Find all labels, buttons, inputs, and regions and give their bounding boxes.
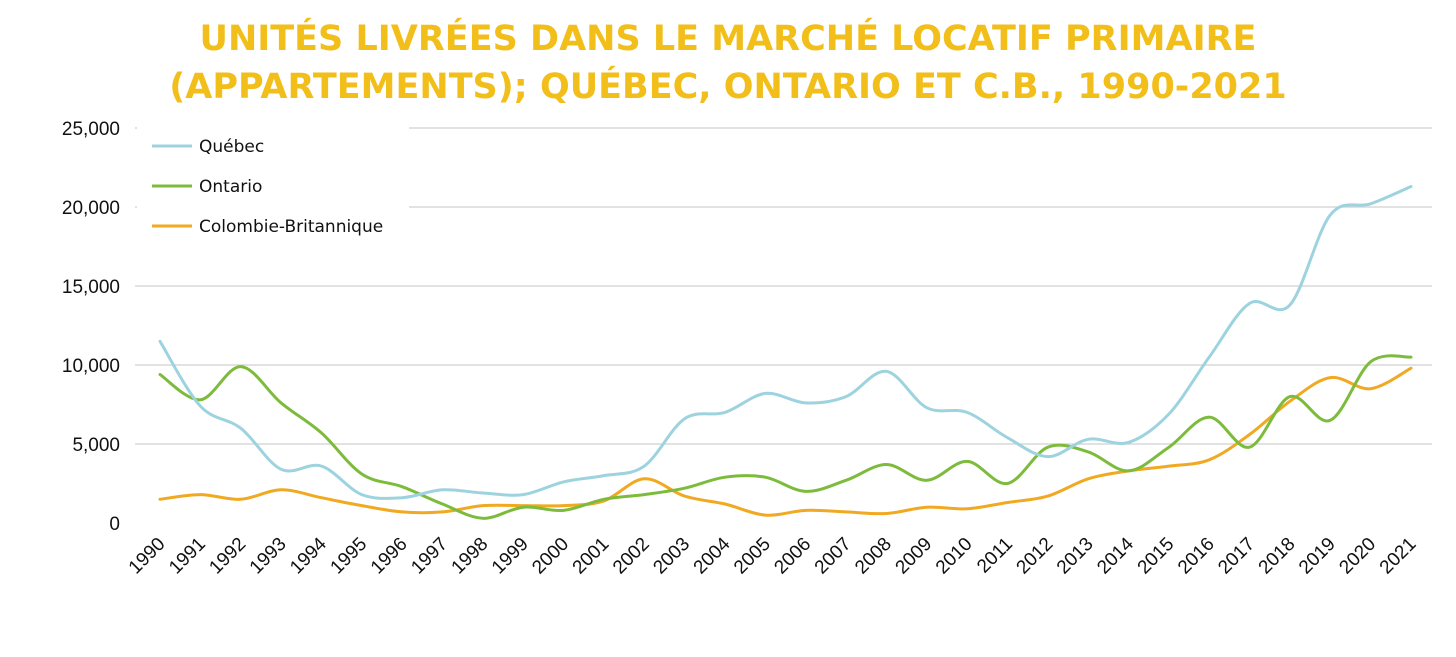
legend-label: Québec xyxy=(199,137,264,157)
series-line-ontario xyxy=(158,354,1413,520)
x-tick-label: 2017 xyxy=(1214,534,1259,579)
legend-label: Ontario xyxy=(199,177,262,197)
x-tick-label: 2009 xyxy=(892,534,937,579)
x-tick-label: 2019 xyxy=(1295,534,1340,579)
y-tick-label: 15,000 xyxy=(62,277,120,298)
x-tick-label: 1992 xyxy=(205,534,250,579)
x-tick-label: 2021 xyxy=(1376,534,1421,579)
x-tick-label: 2020 xyxy=(1335,534,1380,579)
x-tick-label: 2003 xyxy=(649,534,694,579)
x-tick-label: 1998 xyxy=(448,534,493,579)
x-tick-label: 2012 xyxy=(1013,534,1058,579)
y-axis-ticks: 0 5,000 10,000 15,000 20,000 25,000 xyxy=(62,119,120,535)
y-tick-label: 10,000 xyxy=(62,356,120,377)
x-axis-ticks: 1990199119921993199419951996199719981999… xyxy=(125,533,1421,578)
x-tick-label: 2015 xyxy=(1134,534,1179,579)
x-tick-label: 2010 xyxy=(932,534,977,579)
x-tick-label: 1994 xyxy=(286,533,331,578)
x-tick-label: 1999 xyxy=(488,534,533,579)
x-tick-label: 2008 xyxy=(851,534,896,579)
x-tick-label: 2007 xyxy=(811,534,856,579)
series-line-qu-bec xyxy=(158,185,1413,500)
x-tick-label: 2006 xyxy=(770,534,815,579)
x-tick-label: 1995 xyxy=(327,534,372,579)
legend: Québec Ontario Colombie-Britannique xyxy=(137,118,409,242)
chart-title-line-2: (APPARTEMENTS); QUÉBEC, ONTARIO ET C.B.,… xyxy=(169,67,1287,107)
x-tick-label: 2018 xyxy=(1255,534,1300,579)
x-tick-label: 2001 xyxy=(569,534,614,579)
legend-label: Colombie-Britannique xyxy=(199,217,383,237)
x-tick-label: 2016 xyxy=(1174,534,1219,579)
x-tick-label: 2002 xyxy=(609,534,654,579)
x-tick-label: 1993 xyxy=(246,534,291,579)
x-tick-label: 2011 xyxy=(973,534,1017,578)
series-line-colombie-britannique xyxy=(158,366,1413,517)
x-tick-label: 2014 xyxy=(1093,533,1138,578)
series-lines xyxy=(158,185,1413,520)
y-tick-label: 5,000 xyxy=(72,435,120,456)
y-tick-label: 0 xyxy=(109,514,120,535)
x-tick-label: 2005 xyxy=(730,534,775,579)
x-tick-label: 1991 xyxy=(165,534,210,579)
legend-box xyxy=(137,118,409,242)
chart-title-line-1: UNITÉS LIVRÉES DANS LE MARCHÉ LOCATIF PR… xyxy=(199,19,1257,59)
x-tick-label: 1990 xyxy=(125,534,170,579)
x-tick-label: 1997 xyxy=(407,534,452,579)
x-tick-label: 1996 xyxy=(367,534,412,579)
y-tick-label: 20,000 xyxy=(62,198,120,219)
y-tick-label: 25,000 xyxy=(62,119,120,140)
x-tick-label: 2004 xyxy=(690,533,735,578)
x-tick-label: 2000 xyxy=(528,534,573,579)
x-tick-label: 2013 xyxy=(1053,534,1098,579)
